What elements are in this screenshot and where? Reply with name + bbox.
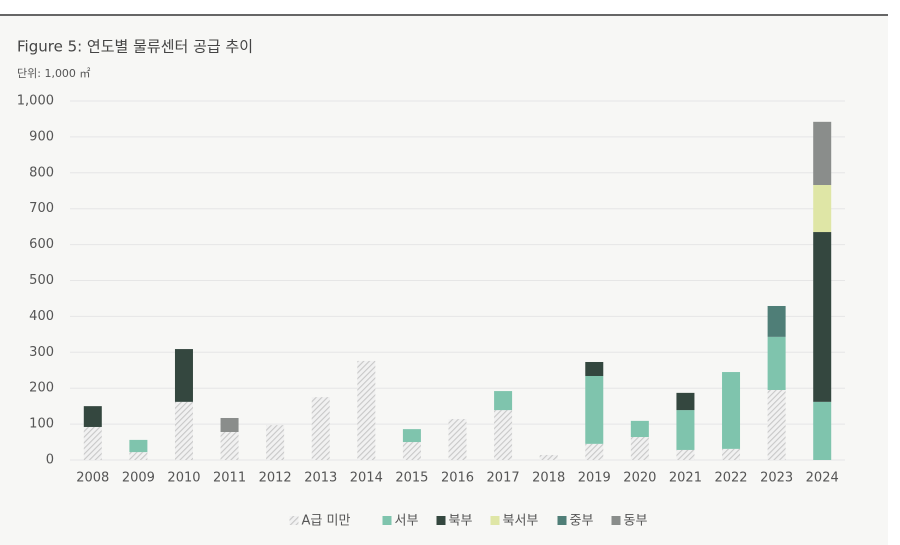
x-tick-label: 2021 bbox=[669, 471, 702, 486]
bar-segment bbox=[402, 429, 421, 443]
y-tick-label: 200 bbox=[29, 381, 54, 396]
y-tick-label: 500 bbox=[29, 273, 54, 288]
bar-segment bbox=[83, 406, 102, 427]
x-tick-label: 2018 bbox=[532, 471, 565, 486]
x-tick-label: 2020 bbox=[623, 471, 656, 486]
bar-segment bbox=[174, 401, 193, 460]
y-tick-label: 400 bbox=[29, 309, 54, 324]
bar-segment bbox=[402, 442, 421, 460]
bar-segment bbox=[585, 443, 604, 460]
bar-segment bbox=[494, 410, 513, 460]
bar-segment bbox=[585, 361, 604, 376]
bar-segment bbox=[311, 397, 330, 460]
bar-segment bbox=[813, 185, 832, 233]
bar-segment bbox=[722, 448, 741, 460]
legend-label: 서부 bbox=[395, 514, 419, 529]
x-tick-label: 2024 bbox=[806, 471, 839, 486]
legend-swatch bbox=[436, 516, 446, 525]
bar-segment bbox=[174, 349, 193, 402]
bar-segment bbox=[585, 375, 604, 444]
bar-segment bbox=[630, 437, 649, 460]
y-tick-label: 100 bbox=[29, 417, 54, 432]
bar-segment bbox=[357, 360, 376, 460]
bar-segment bbox=[129, 452, 148, 460]
legend-label: 북서부 bbox=[503, 514, 539, 529]
legend-swatch bbox=[557, 516, 567, 525]
x-tick-label: 2012 bbox=[259, 471, 292, 486]
x-tick-label: 2023 bbox=[760, 471, 793, 486]
x-tick-label: 2019 bbox=[578, 471, 611, 486]
x-tick-label: 2022 bbox=[714, 471, 747, 486]
bar-segment bbox=[266, 425, 285, 460]
bar-segment bbox=[813, 232, 832, 402]
legend-label: 북부 bbox=[449, 514, 473, 529]
bar-segment bbox=[494, 391, 513, 411]
bar-segment bbox=[676, 410, 695, 450]
x-tick-label: 2016 bbox=[441, 471, 474, 486]
bar-segment bbox=[813, 401, 832, 460]
legend-swatch bbox=[382, 516, 392, 525]
bar-segment bbox=[676, 392, 695, 411]
y-tick-label: 1,000 bbox=[17, 94, 54, 109]
bar-segment bbox=[767, 305, 786, 337]
bar-segment bbox=[539, 454, 558, 460]
y-tick-label: 800 bbox=[29, 165, 54, 180]
bar-segment bbox=[220, 417, 239, 432]
legend-swatch bbox=[490, 516, 500, 525]
bar-segment bbox=[83, 426, 102, 460]
legend-label: 중부 bbox=[570, 514, 594, 529]
bar-segment bbox=[676, 449, 695, 460]
bar-segment bbox=[767, 389, 786, 460]
y-tick-label: 900 bbox=[29, 129, 54, 144]
x-tick-label: 2015 bbox=[395, 471, 428, 486]
bar-segment bbox=[129, 439, 148, 453]
x-tick-label: 2014 bbox=[350, 471, 383, 486]
x-tick-label: 2008 bbox=[76, 471, 109, 486]
bar-segment bbox=[722, 372, 741, 449]
y-tick-label: 0 bbox=[46, 453, 54, 468]
bar-segment bbox=[813, 121, 832, 186]
y-tick-label: 600 bbox=[29, 237, 54, 252]
bar-segment bbox=[767, 336, 786, 390]
x-tick-label: 2017 bbox=[487, 471, 520, 486]
x-tick-label: 2013 bbox=[304, 471, 337, 486]
chart-subtitle: 단위: 1,000 ㎡ bbox=[17, 67, 90, 80]
y-tick-label: 300 bbox=[29, 345, 54, 360]
legend-label: A급 미만 bbox=[302, 514, 351, 529]
x-tick-label: 2009 bbox=[122, 471, 155, 486]
bar-segment bbox=[448, 419, 467, 460]
bar-segment bbox=[630, 420, 649, 438]
legend-swatch bbox=[289, 516, 299, 525]
x-tick-label: 2011 bbox=[213, 471, 246, 486]
x-tick-label: 2010 bbox=[167, 471, 200, 486]
y-tick-label: 700 bbox=[29, 201, 54, 216]
chart-title: Figure 5: 연도별 물류센터 공급 추이 bbox=[17, 38, 253, 56]
legend-label: 동부 bbox=[624, 514, 648, 529]
bar-segment bbox=[220, 431, 239, 460]
legend-swatch bbox=[611, 516, 621, 525]
